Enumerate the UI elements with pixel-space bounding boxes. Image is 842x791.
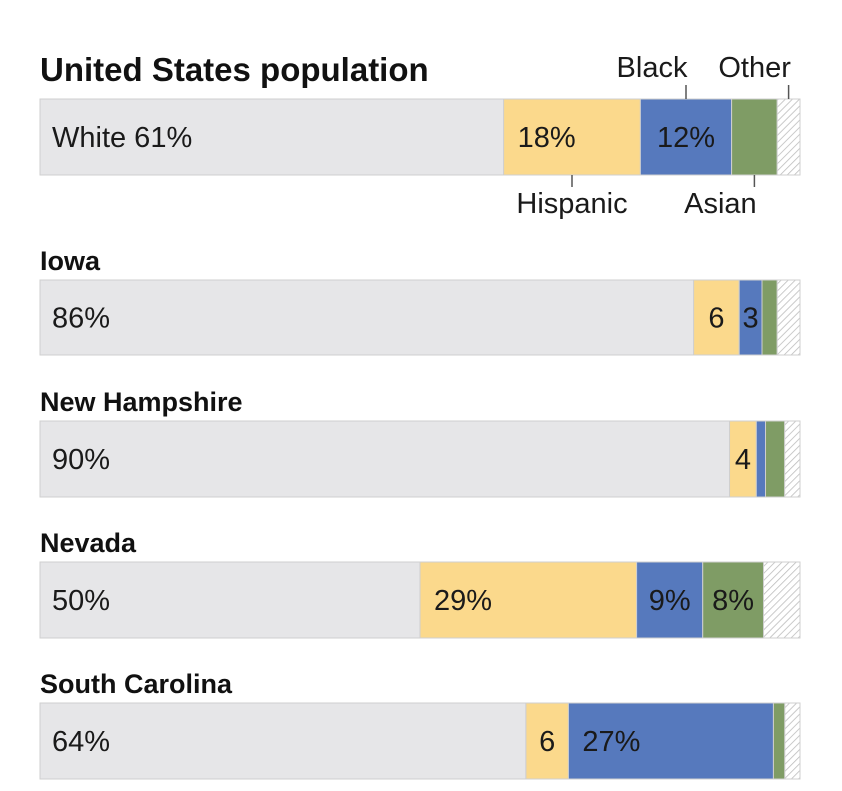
bar-segment-black — [567, 702, 774, 780]
annotation-hispanic: Hispanic — [516, 175, 628, 220]
bar-segment-hispanic — [693, 279, 740, 356]
bar-segment-asian — [772, 702, 786, 780]
segment-value-label: White 61% — [52, 122, 192, 154]
segment-value-label: 29% — [434, 585, 492, 617]
bar-segment-white — [39, 420, 731, 498]
bar-segment-other — [784, 702, 801, 780]
annotation-label: Other — [718, 52, 791, 84]
bar-segment-hispanic — [503, 98, 641, 176]
row-iowa: Iowa 86% 6 3 — [39, 246, 801, 356]
segment-value-label: 64% — [52, 726, 110, 758]
annotation-other: Other — [718, 52, 791, 99]
annotation-label: Hispanic — [516, 188, 627, 220]
bar-segment-asian — [731, 98, 778, 176]
annotation-label: Asian — [684, 188, 757, 220]
segment-value-label: 6 — [708, 303, 724, 335]
row-title: South Carolina — [40, 669, 233, 699]
bar-segment-white — [39, 98, 505, 176]
segment-value-label: 90% — [52, 444, 110, 476]
segment-value-label: 3 — [743, 303, 759, 335]
segment-value-label: 9% — [649, 585, 691, 617]
bar-segment-black — [755, 420, 767, 498]
row-title: Nevada — [40, 528, 137, 558]
bar-segment-white — [39, 279, 695, 356]
segment-value-label: 18% — [518, 122, 576, 154]
bar-segment-other — [776, 98, 801, 176]
annotation-asian: Asian — [684, 175, 757, 220]
bar-segment-white — [39, 561, 421, 639]
segment-value-label: 50% — [52, 585, 110, 617]
bar-segment-asian — [765, 420, 786, 498]
bar-segment-other — [763, 561, 801, 639]
bar-segment-hispanic — [419, 561, 638, 639]
bar-segment-asian — [761, 279, 778, 356]
row-title: United States population — [40, 51, 429, 88]
bar-segment-other — [776, 279, 801, 356]
row-title: New Hampshire — [40, 387, 243, 417]
bar-segment-asian — [702, 561, 765, 639]
segment-value-label: 12% — [657, 122, 715, 154]
bar-segment-hispanic — [729, 420, 757, 498]
bar-segment-black — [639, 98, 733, 176]
segment-value-label: 8% — [712, 585, 754, 617]
annotation-label: Black — [617, 52, 688, 84]
annotation-black: Black — [617, 52, 688, 99]
segment-value-label: 27% — [582, 726, 640, 758]
segment-value-label: 4 — [735, 444, 751, 476]
category-annotations: Black Other Hispanic Asian — [516, 52, 791, 220]
row-south-carolina: South Carolina 64% 6 27% — [39, 669, 801, 780]
segment-value-label: 86% — [52, 303, 110, 335]
bar-segment-white — [39, 702, 527, 780]
chart-rows: United States population White 61% 18% 12% I… — [39, 51, 801, 780]
segment-value-label: 6 — [539, 726, 555, 758]
row-nevada: Nevada 50% 29% 9% 8% — [39, 528, 801, 639]
bar-segment-other — [784, 420, 801, 498]
row-title: Iowa — [40, 246, 101, 276]
row-new-hampshire: New Hampshire 90% 4 — [39, 387, 801, 498]
